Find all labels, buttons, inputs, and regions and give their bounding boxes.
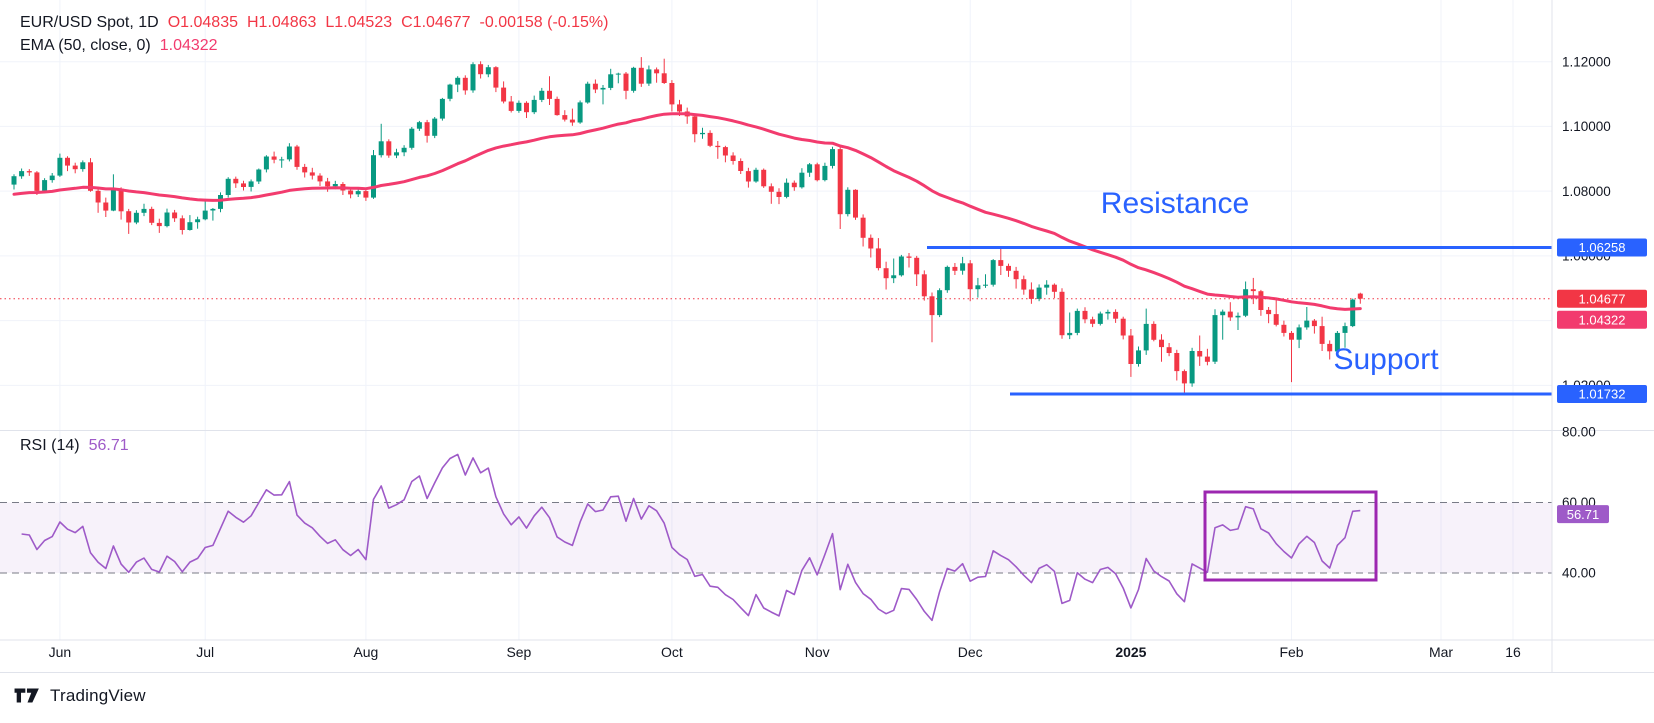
symbol-title[interactable]: EUR/USD Spot, 1D	[20, 14, 159, 31]
footer-bar: TradingView	[0, 672, 1654, 718]
svg-text:1.01732: 1.01732	[1579, 387, 1626, 402]
resistance-label[interactable]: Resistance	[1101, 187, 1249, 220]
rsi-label[interactable]: RSI (14)	[20, 437, 80, 454]
time-axis-tick[interactable]: Sep	[506, 644, 531, 660]
ohlc-low: L1.04523	[325, 14, 393, 31]
price-axis-tick: 1.12000	[1562, 54, 1611, 69]
rsi-line[interactable]	[21, 453, 1361, 622]
ema-legend: EMA (50, close, 0) 1.04322	[20, 37, 218, 55]
support-label[interactable]: Support	[1333, 343, 1439, 376]
time-axis-tick[interactable]: Oct	[661, 644, 683, 660]
change-value: -0.00158 (-0.15%)	[479, 14, 609, 31]
ema-value: 1.04322	[159, 37, 218, 54]
tradingview-logo-icon[interactable]	[14, 685, 41, 706]
time-axis-tick[interactable]: Nov	[805, 644, 830, 660]
ema-line[interactable]	[12, 112, 1362, 311]
svg-text:1.04322: 1.04322	[1579, 312, 1626, 327]
time-axis-tick[interactable]: 2025	[1115, 644, 1146, 660]
candlestick-series[interactable]	[11, 57, 1363, 393]
rsi-band	[0, 502, 1552, 573]
brand-name[interactable]: TradingView	[50, 685, 146, 705]
ema-badge[interactable]: 1.04322	[1557, 310, 1647, 329]
resistance-badge[interactable]: 1.06258	[1557, 238, 1647, 257]
price-axis-tick: 1.10000	[1562, 119, 1611, 134]
time-axis-tick[interactable]: Feb	[1279, 644, 1303, 660]
rsi-badge[interactable]: 56.71	[1557, 505, 1609, 524]
rsi-legend: RSI (14) 56.71	[20, 437, 129, 455]
rsi-axis-tick: 80.00	[1562, 425, 1596, 440]
support-badge[interactable]: 1.01732	[1557, 385, 1647, 403]
ema-label[interactable]: EMA (50, close, 0)	[20, 37, 151, 54]
last-price-badge[interactable]: 1.04677	[1557, 289, 1647, 308]
time-axis-tick[interactable]: Dec	[958, 644, 983, 660]
time-axis-tick[interactable]: Jun	[49, 644, 72, 660]
time-axis-tick[interactable]: Mar	[1429, 644, 1453, 660]
svg-text:1.04677: 1.04677	[1579, 291, 1626, 306]
price-axis-tick: 1.08000	[1562, 184, 1611, 199]
ohlc-high: H1.04863	[247, 14, 317, 31]
time-axis-tick[interactable]: Jul	[196, 644, 214, 660]
symbol-legend: EUR/USD Spot, 1D O1.04835 H1.04863 L1.04…	[20, 14, 608, 32]
rsi-value: 56.71	[88, 437, 129, 454]
time-axis-tick[interactable]: 16	[1505, 644, 1521, 660]
svg-text:1.06258: 1.06258	[1579, 240, 1626, 255]
svg-text:56.71: 56.71	[1567, 507, 1600, 522]
time-axis-tick[interactable]: Aug	[353, 644, 378, 660]
rsi-highlight-box[interactable]	[1203, 490, 1378, 582]
ohlc-close: C1.04677	[401, 14, 471, 31]
rsi-axis-tick: 40.00	[1562, 566, 1596, 581]
ohlc-open: O1.04835	[167, 14, 238, 31]
